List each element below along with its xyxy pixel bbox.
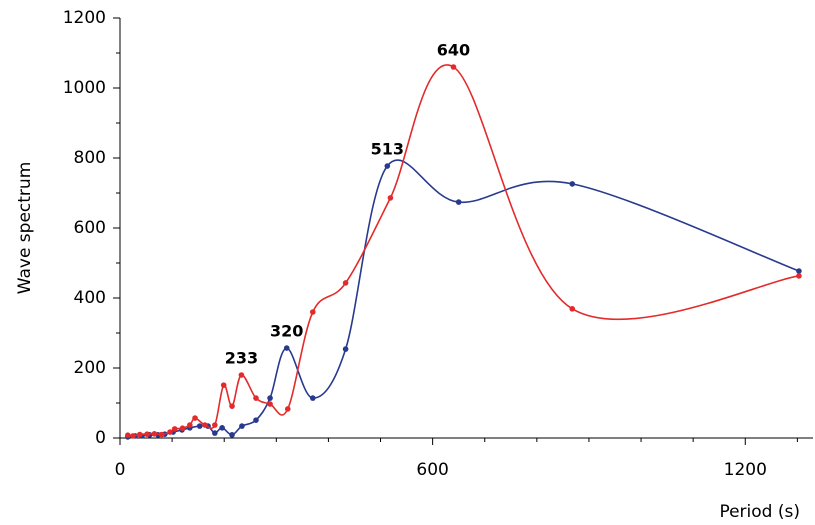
- data-point: [387, 195, 394, 201]
- data-point: [796, 268, 802, 274]
- data-point: [239, 423, 245, 429]
- data-point: [192, 415, 198, 421]
- data-point: [212, 430, 218, 436]
- data-point: [309, 395, 316, 401]
- x-axis-label: Period (s): [719, 502, 800, 522]
- data-point: [455, 199, 462, 205]
- data-point: [196, 423, 203, 429]
- data-point: [238, 372, 245, 378]
- data-point: [253, 417, 259, 423]
- data-point: [220, 382, 227, 388]
- x-tick-label: 600: [416, 460, 448, 480]
- data-point: [137, 431, 143, 438]
- x-tick-label: 1200: [724, 460, 767, 480]
- annotation: 513: [371, 140, 404, 159]
- y-axis-label: Wave spectrum: [15, 162, 35, 295]
- data-point: [187, 422, 193, 428]
- annotation: 320: [270, 322, 303, 341]
- data-point: [171, 426, 178, 432]
- annotation: 640: [437, 41, 470, 60]
- data-point: [179, 425, 186, 432]
- data-point: [202, 422, 208, 428]
- data-point: [267, 395, 273, 401]
- data-point: [219, 425, 225, 431]
- data-point: [569, 181, 576, 187]
- data-point: [253, 395, 259, 401]
- y-tick-label: 1200: [63, 8, 106, 28]
- data-point: [342, 280, 349, 286]
- data-point: [125, 432, 131, 439]
- data-point: [267, 401, 273, 407]
- y-tick-label: 0: [95, 428, 106, 448]
- data-point: [569, 306, 576, 312]
- y-tick-label: 400: [74, 288, 106, 308]
- y-tick-label: 1000: [63, 78, 106, 98]
- y-tick-label: 200: [74, 358, 106, 378]
- data-point: [151, 431, 158, 437]
- data-point: [130, 433, 136, 439]
- data-point: [384, 163, 391, 169]
- y-tick-label: 600: [74, 218, 106, 238]
- x-tick-label: 0: [115, 460, 126, 480]
- data-point: [229, 403, 235, 409]
- data-point: [796, 273, 802, 279]
- data-point: [309, 309, 316, 315]
- data-point: [158, 431, 165, 438]
- data-point: [144, 431, 150, 437]
- data-point: [229, 432, 235, 438]
- data-point: [450, 64, 457, 70]
- data-point: [212, 422, 218, 428]
- data-point: [283, 345, 290, 351]
- data-point: [284, 406, 291, 412]
- annotation: 233: [225, 349, 258, 368]
- series-line: [127, 64, 800, 437]
- y-tick-label: 800: [74, 148, 106, 168]
- data-point: [342, 346, 349, 352]
- data-point: [167, 429, 173, 435]
